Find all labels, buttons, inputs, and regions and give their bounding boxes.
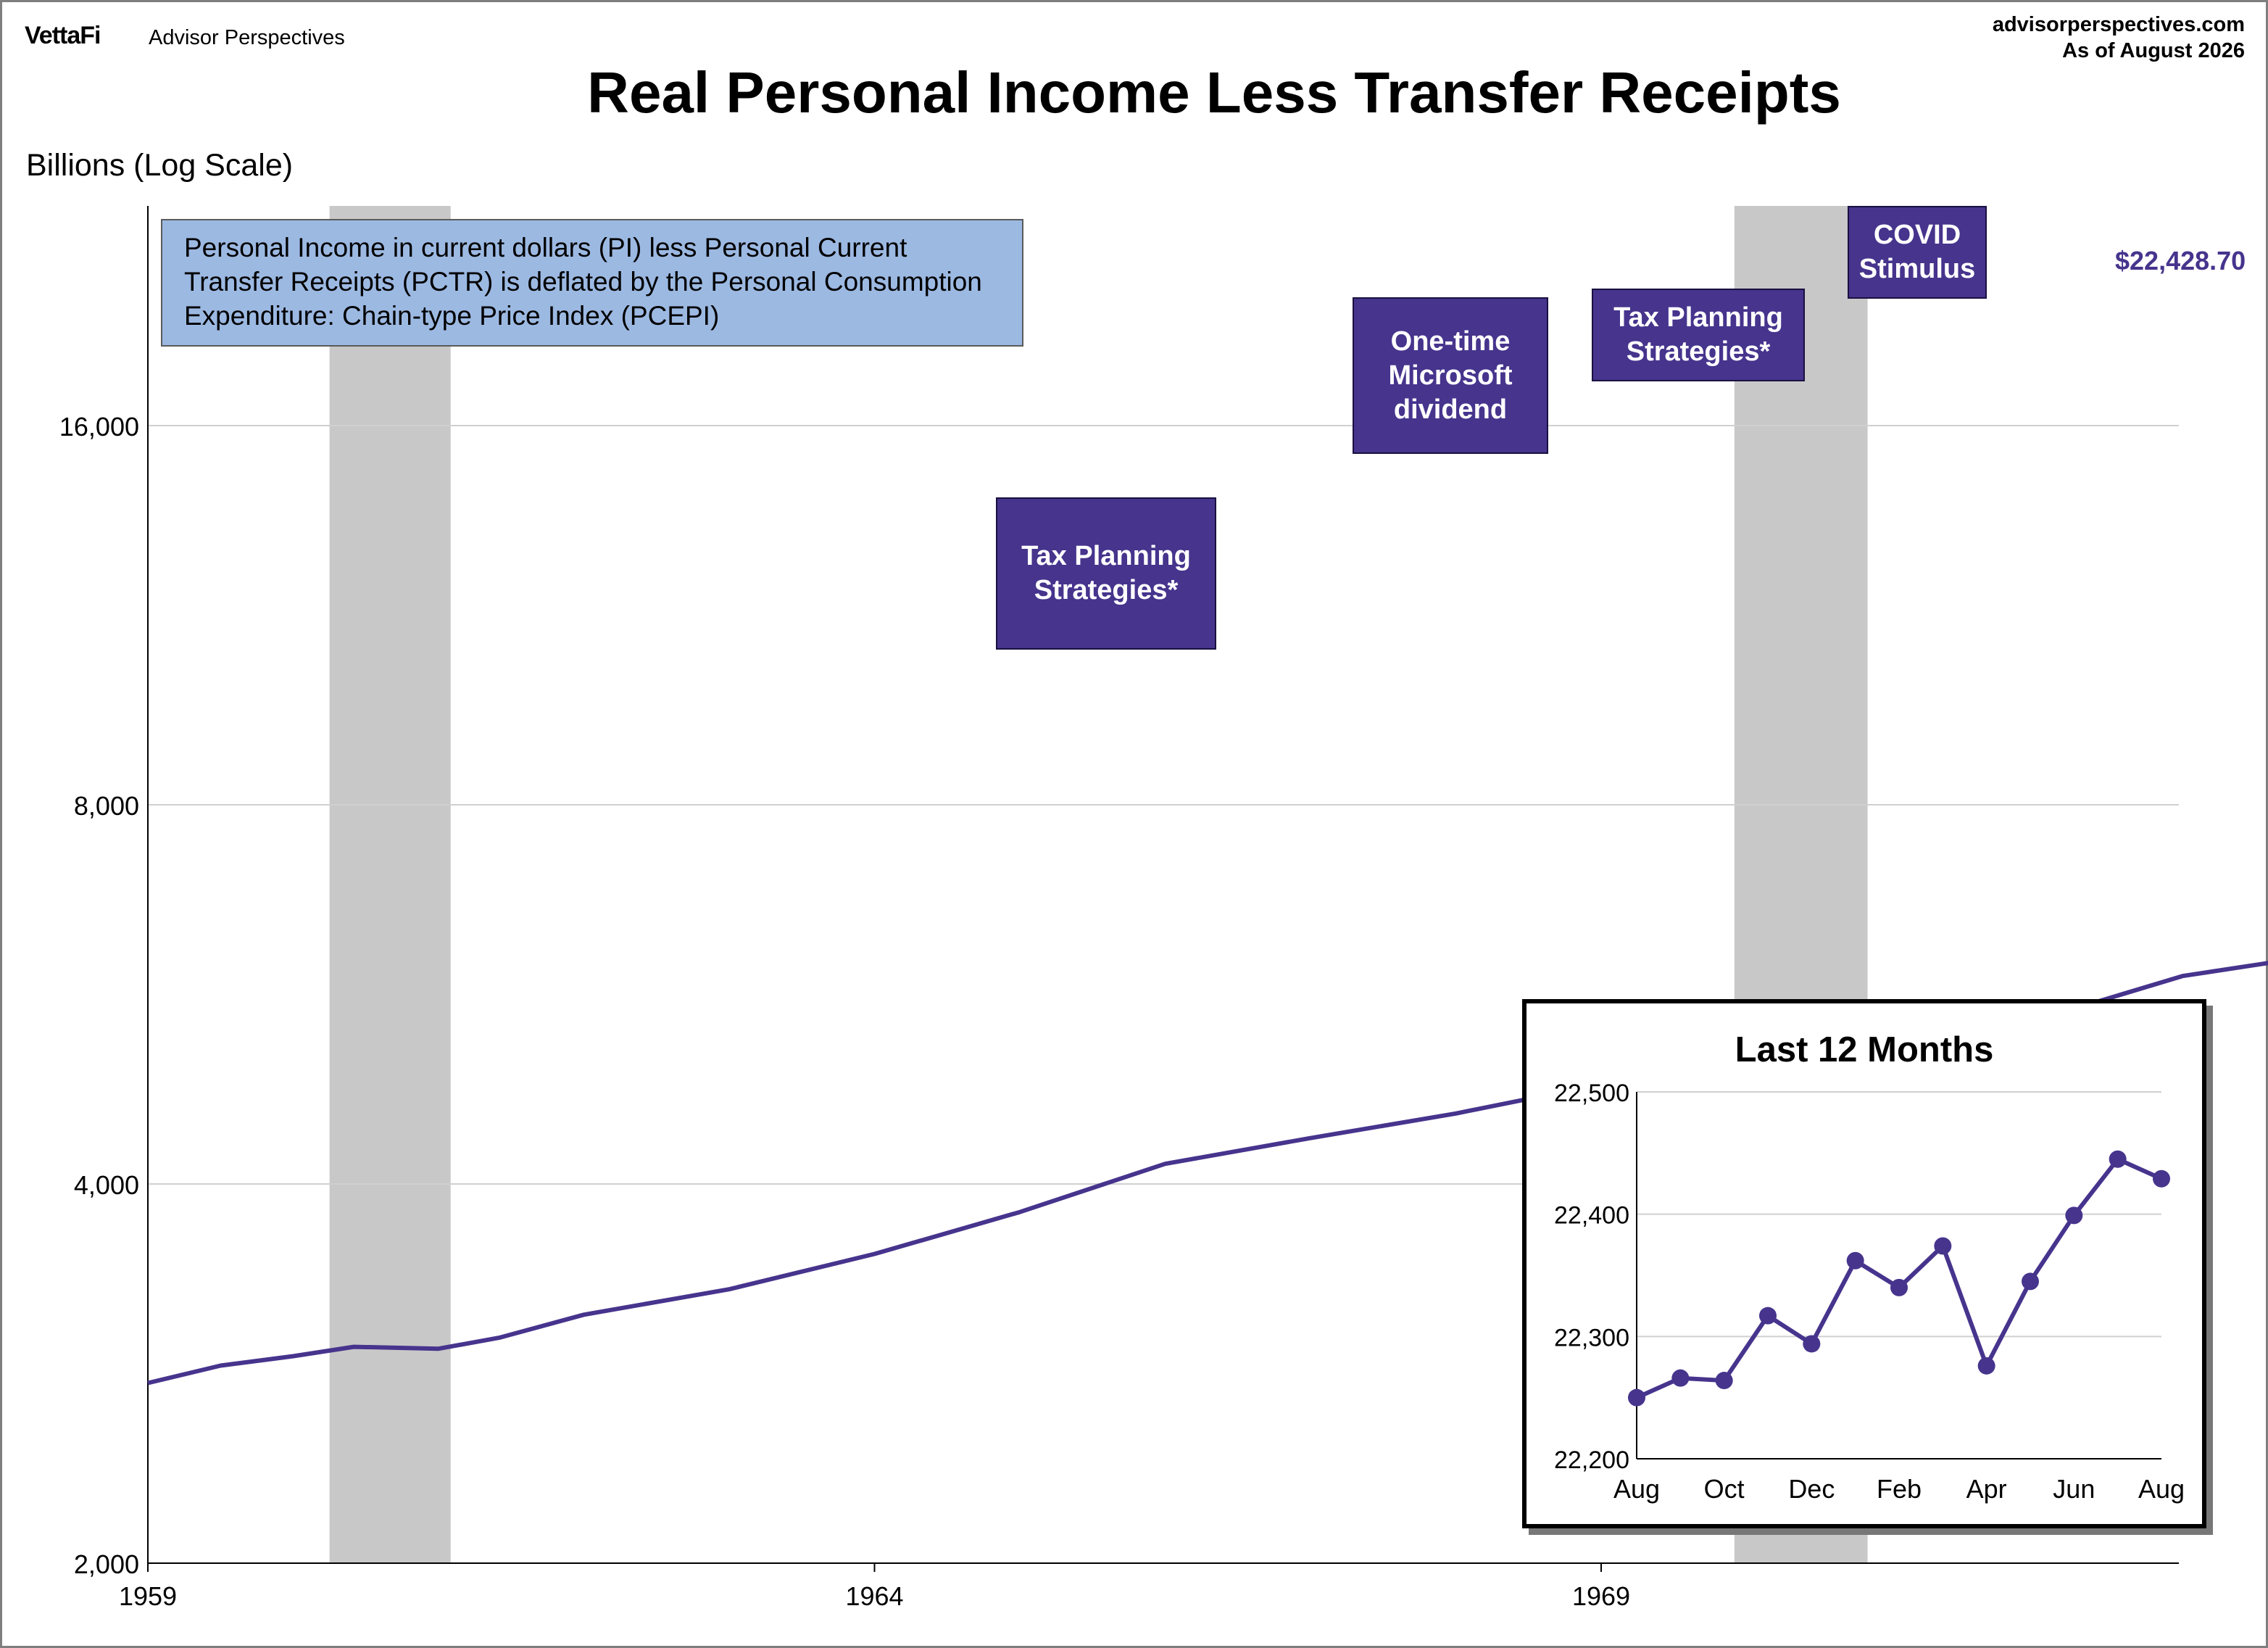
brand-name: Advisor Perspectives	[149, 26, 345, 49]
inset-x-tick-label: Apr	[1966, 1474, 2007, 1504]
methodology-note: Personal Income in current dollars (PI) …	[161, 219, 1023, 347]
vettafi-logo: VettaFi	[25, 22, 101, 49]
y-tick-label: 2,000	[74, 1549, 139, 1579]
inset-data-point	[1628, 1388, 1645, 1407]
inset-data-point	[2065, 1206, 2083, 1225]
inset-y-tick-label: 22,300	[1554, 1324, 1629, 1351]
inset-data-point	[1715, 1372, 1733, 1390]
inset-data-point	[2109, 1150, 2127, 1168]
annotation-covid-stimulus: COVID Stimulus	[1848, 206, 1987, 299]
site-url: advisorperspectives.com	[1992, 13, 2245, 36]
chart-title: Real Personal Income Less Transfer Recei…	[587, 60, 1841, 125]
recession-band	[329, 206, 451, 1563]
x-tick-label: 1964	[845, 1581, 903, 1611]
y-tick-label: 4,000	[74, 1170, 139, 1200]
inset-data-point	[1977, 1357, 1995, 1375]
inset-x-tick-label: Jun	[2053, 1474, 2095, 1504]
as-of-date: As of August 2026	[2062, 39, 2245, 62]
annotation-microsoft-dividend: One-time Microsoft dividend	[1353, 297, 1548, 454]
inset-y-tick-label: 22,500	[1554, 1080, 1629, 1107]
inset-y-tick-label: 22,200	[1554, 1446, 1629, 1474]
y-tick-label: 16,000	[59, 412, 139, 442]
inset-x-tick-label: Oct	[1704, 1474, 1745, 1504]
inset-data-point	[1934, 1237, 1952, 1255]
inset-data-point	[2153, 1169, 2170, 1188]
inset-data-point	[2022, 1272, 2039, 1291]
inset-data-point	[1846, 1251, 1864, 1270]
inset-x-tick-label: Aug	[2138, 1474, 2185, 1504]
inset-x-tick-label: Aug	[1613, 1474, 1660, 1504]
y-tick-label: 8,000	[74, 791, 139, 821]
y-axis-label: Billions (Log Scale)	[26, 148, 294, 183]
x-tick-label: 1959	[119, 1581, 177, 1611]
annotation-tax-planning-1: Tax Planning Strategies*	[996, 497, 1216, 650]
inset-y-tick-label: 22,400	[1554, 1202, 1629, 1230]
inset-chart-title: Last 12 Months	[1735, 1030, 1994, 1069]
inset-data-point	[1671, 1369, 1690, 1387]
inset-x-tick-label: Dec	[1788, 1474, 1835, 1504]
inset-data-point	[1759, 1307, 1777, 1325]
end-value-label: $22,428.70	[2115, 246, 2246, 276]
annotation-tax-planning-2: Tax Planning Strategies*	[1592, 289, 1805, 381]
inset-data-point	[1890, 1278, 1908, 1296]
inset-x-tick-label: Feb	[1877, 1474, 1922, 1504]
inset-series-line	[1635, 1156, 2163, 1400]
x-tick-label: 1969	[1572, 1581, 1630, 1611]
inset-data-point	[1803, 1335, 1821, 1353]
